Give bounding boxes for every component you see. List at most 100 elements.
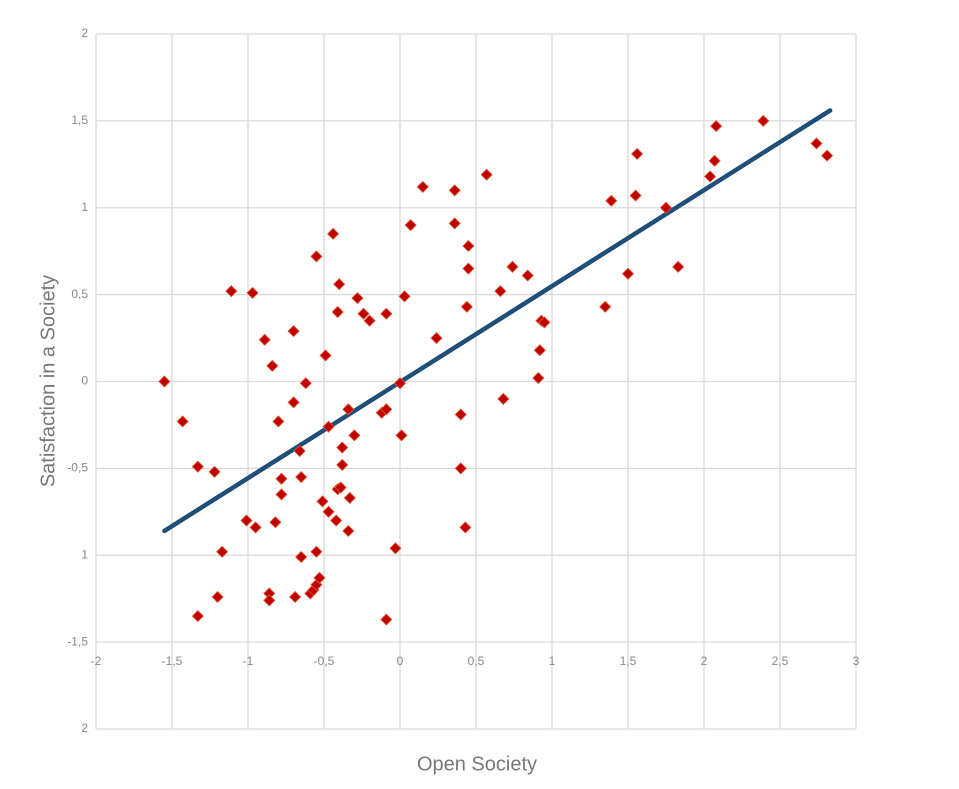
y-tick-label: -1,5: [67, 634, 88, 648]
point: [363, 314, 376, 327]
point: [629, 189, 642, 202]
point: [708, 154, 721, 167]
point: [631, 147, 644, 160]
point: [389, 542, 402, 555]
point: [316, 495, 329, 508]
point: [240, 514, 253, 527]
point: [659, 201, 673, 214]
point: [393, 377, 407, 390]
point: [462, 239, 475, 253]
point: [327, 227, 340, 240]
point: [342, 524, 355, 537]
point: [459, 521, 472, 534]
point: [448, 217, 461, 230]
point: [704, 170, 717, 183]
point: [275, 472, 288, 485]
x-tick-label: 0: [397, 654, 404, 668]
point: [343, 491, 356, 504]
point: [430, 331, 443, 345]
trend-line: [162, 108, 833, 534]
point: [322, 420, 335, 433]
point: [287, 325, 300, 338]
point: [480, 168, 493, 181]
point: [404, 219, 417, 232]
point: [158, 375, 171, 388]
point: [454, 462, 467, 475]
y-tick-label: 1: [81, 547, 88, 561]
point: [313, 571, 326, 584]
point: [521, 269, 534, 282]
point: [810, 137, 823, 150]
point: [416, 180, 429, 193]
x-tick-label: 1,5: [620, 654, 637, 668]
point: [191, 609, 204, 623]
point: [348, 429, 361, 442]
x-tick-label: -1,5: [162, 654, 183, 668]
point: [336, 458, 349, 471]
point: [357, 307, 370, 320]
x-tick-label: -1: [243, 654, 254, 668]
point: [454, 408, 467, 421]
point: [462, 262, 475, 275]
point: [334, 481, 347, 494]
point: [295, 470, 308, 484]
point: [380, 403, 393, 416]
point: [272, 415, 285, 428]
x-tick-label: 2: [701, 654, 708, 668]
x-tick-label: -2: [91, 654, 102, 668]
point: [757, 114, 770, 127]
point: [599, 300, 612, 313]
point: [621, 267, 635, 280]
point: [710, 120, 723, 133]
point: [322, 505, 335, 518]
y-tick-label: 1,5: [71, 113, 88, 127]
point: [380, 613, 393, 626]
point: [460, 300, 473, 313]
y-tick-label: 0,5: [71, 287, 88, 301]
point: [336, 441, 349, 454]
point: [225, 285, 238, 298]
point: [249, 521, 262, 534]
y-axis-title: Satisfaction in a Society: [37, 275, 59, 487]
x-tick-label: 3: [853, 654, 860, 668]
point: [380, 307, 393, 320]
point: [605, 194, 618, 207]
point: [310, 250, 323, 263]
x-axis-title: Open Society: [417, 753, 537, 775]
point: [258, 333, 271, 346]
point: [351, 292, 364, 305]
point: [191, 460, 204, 473]
point: [216, 545, 229, 558]
point: [310, 545, 323, 558]
point: [319, 349, 332, 362]
point: [275, 488, 288, 501]
point: [330, 514, 343, 527]
point: [263, 594, 276, 607]
point: [299, 377, 312, 390]
point: [176, 415, 189, 428]
point: [211, 590, 224, 604]
x-tick-label: 0,5: [468, 654, 485, 668]
point: [269, 516, 282, 529]
point: [494, 285, 507, 298]
point: [672, 260, 685, 273]
point: [293, 444, 306, 458]
point: [821, 149, 834, 162]
y-tick-label: 2: [81, 721, 88, 735]
point: [497, 392, 510, 405]
point: [208, 465, 221, 478]
point: [295, 550, 308, 564]
y-tick-label: 0: [81, 374, 88, 388]
point: [538, 316, 551, 329]
point: [246, 286, 259, 299]
point: [448, 184, 461, 197]
point: [533, 344, 546, 357]
point: [342, 403, 355, 416]
y-tick-label: -0,5: [67, 461, 88, 475]
point: [395, 429, 408, 442]
point: [266, 359, 279, 372]
point: [289, 590, 302, 604]
point: [333, 278, 346, 291]
